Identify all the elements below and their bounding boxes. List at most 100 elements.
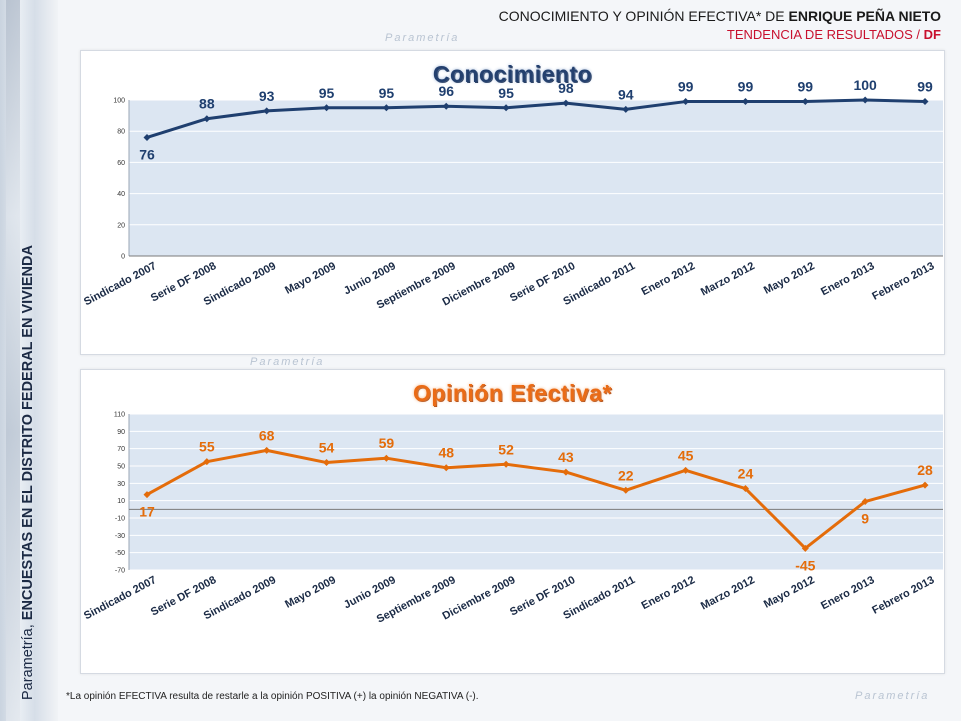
x-tick-label: Febrero 2013 [870,574,936,617]
header-subtitle: TENDENCIA DE RESULTADOS / DF [499,27,941,42]
x-tick-label: Enero 2012 [640,574,697,612]
data-point [263,446,271,454]
data-point [143,133,151,141]
series-line [146,448,926,550]
data-point [801,98,809,106]
conocimiento-chart: 0 20 40 60 80 100 76 88 93 95 95 96 95 98 94 99 99 99 100 9… [82,77,943,312]
data-label: 99 [798,79,814,95]
data-label: 59 [379,435,395,451]
x-tick-label: Mayo 2012 [762,574,817,611]
data-point [861,498,869,506]
data-point [442,464,450,472]
data-point [921,481,929,489]
x-tick-label: Enero 2012 [640,260,697,298]
data-point [203,458,211,466]
background-tree-image [0,0,58,721]
x-tick-label: Junio 2009 [342,574,398,611]
data-point [562,468,570,476]
data-point [921,98,929,106]
data-point [382,454,390,462]
chart-title: Opinión Efectiva* [413,380,612,406]
x-tick-label: Sindicado 2007 [82,260,158,308]
data-point [203,115,211,123]
x-tick-label: Enero 2013 [819,260,876,298]
data-label: 93 [259,88,275,104]
data-label: 98 [558,80,574,96]
watermark: Parametría [250,356,325,368]
data-label: 45 [678,447,694,463]
data-label: 99 [678,79,694,95]
y-tick-label: 90 [117,429,125,436]
x-tick-label: Enero 2013 [819,574,876,612]
x-tick-label: Sindicado 2007 [82,574,158,622]
header-title-prefix: CONOCIMIENTO Y OPINIÓN EFECTIVA* DE [498,8,789,24]
x-tick-label: Marzo 2012 [699,260,757,298]
data-label: 99 [738,79,754,95]
data-point [682,98,690,106]
data-label: 95 [498,85,514,101]
side-label-prefix: Parametría, [20,620,36,700]
header-title-bold: ENRIQUE PEÑA NIETO [788,8,941,24]
chart-title: Conocimiento [432,61,593,87]
opinion-efectiva-chart-panel: Opinión Efectiva* -70 -50 -30 -10 10 30 50 70 90… [80,369,945,674]
data-point [741,485,749,493]
x-tick-label: Mayo 2012 [762,260,817,297]
data-label: 88 [199,96,215,112]
x-tick-label: Mayo 2009 [283,260,338,297]
x-tick-label: Marzo 2012 [699,574,757,612]
data-point [801,544,809,552]
plot-area [129,414,943,570]
y-tick-label: -10 [115,516,125,523]
data-point [323,104,331,112]
data-label: 95 [319,85,335,101]
y-tick-label: -50 [115,550,125,557]
x-tick-label: Mayo 2009 [283,574,338,611]
x-tick-label: Junio 2009 [342,260,398,297]
data-label: 99 [917,79,933,95]
data-label: 95 [379,85,395,101]
data-label: 9 [861,511,869,527]
watermark: Parametría [385,32,460,44]
y-tick-label: -30 [115,533,125,540]
data-point [143,491,151,499]
data-point [622,486,630,494]
conocimiento-chart-panel: Conocimiento 0 20 40 60 80 100 76 88 93 95 95 96 95 9… [80,50,945,355]
data-point [861,96,869,104]
data-point [502,460,510,468]
y-tick-label: 70 [117,446,125,453]
y-tick-label: 50 [117,464,125,471]
y-tick-label: 100 [113,98,125,105]
data-point [382,104,390,112]
data-label: 17 [139,504,155,520]
y-tick-label: 30 [117,481,125,488]
y-tick-label: 60 [117,160,125,167]
series-line [146,98,926,139]
data-point [263,107,271,115]
data-label: 94 [618,86,634,102]
header-subtitle-prefix: TENDENCIA DE RESULTADOS / [726,27,924,42]
y-tick-label: 40 [117,191,125,198]
side-label-bold: ENCUESTAS EN EL DISTRITO FEDERAL EN VIVI… [20,245,36,621]
y-tick-label: 80 [117,129,125,136]
x-tick-label: Febrero 2013 [870,260,936,303]
watermark: Parametría [855,690,930,702]
data-point [442,102,450,110]
data-label: 100 [853,77,877,93]
y-tick-label: 20 [117,222,125,229]
data-label: 52 [498,441,514,457]
data-label: 55 [199,439,215,455]
data-label: 43 [558,449,574,465]
data-point [562,99,570,107]
footnote: *La opinión EFECTIVA resulta de restarle… [66,691,479,702]
data-label: -45 [795,557,815,573]
data-point [502,104,510,112]
data-label: 22 [618,467,634,483]
data-label: 48 [438,445,454,461]
y-tick-label: 10 [117,498,125,505]
data-label: 68 [259,427,275,443]
data-label: 28 [917,462,933,478]
data-label: 76 [139,146,155,162]
plot-area [129,100,943,256]
page-header: CONOCIMIENTO Y OPINIÓN EFECTIVA* DE ENRI… [499,8,941,42]
opinion-efectiva-chart: -70 -50 -30 -10 10 30 50 70 90 110 17 55 68 54 59 48 52 4… [82,412,943,626]
